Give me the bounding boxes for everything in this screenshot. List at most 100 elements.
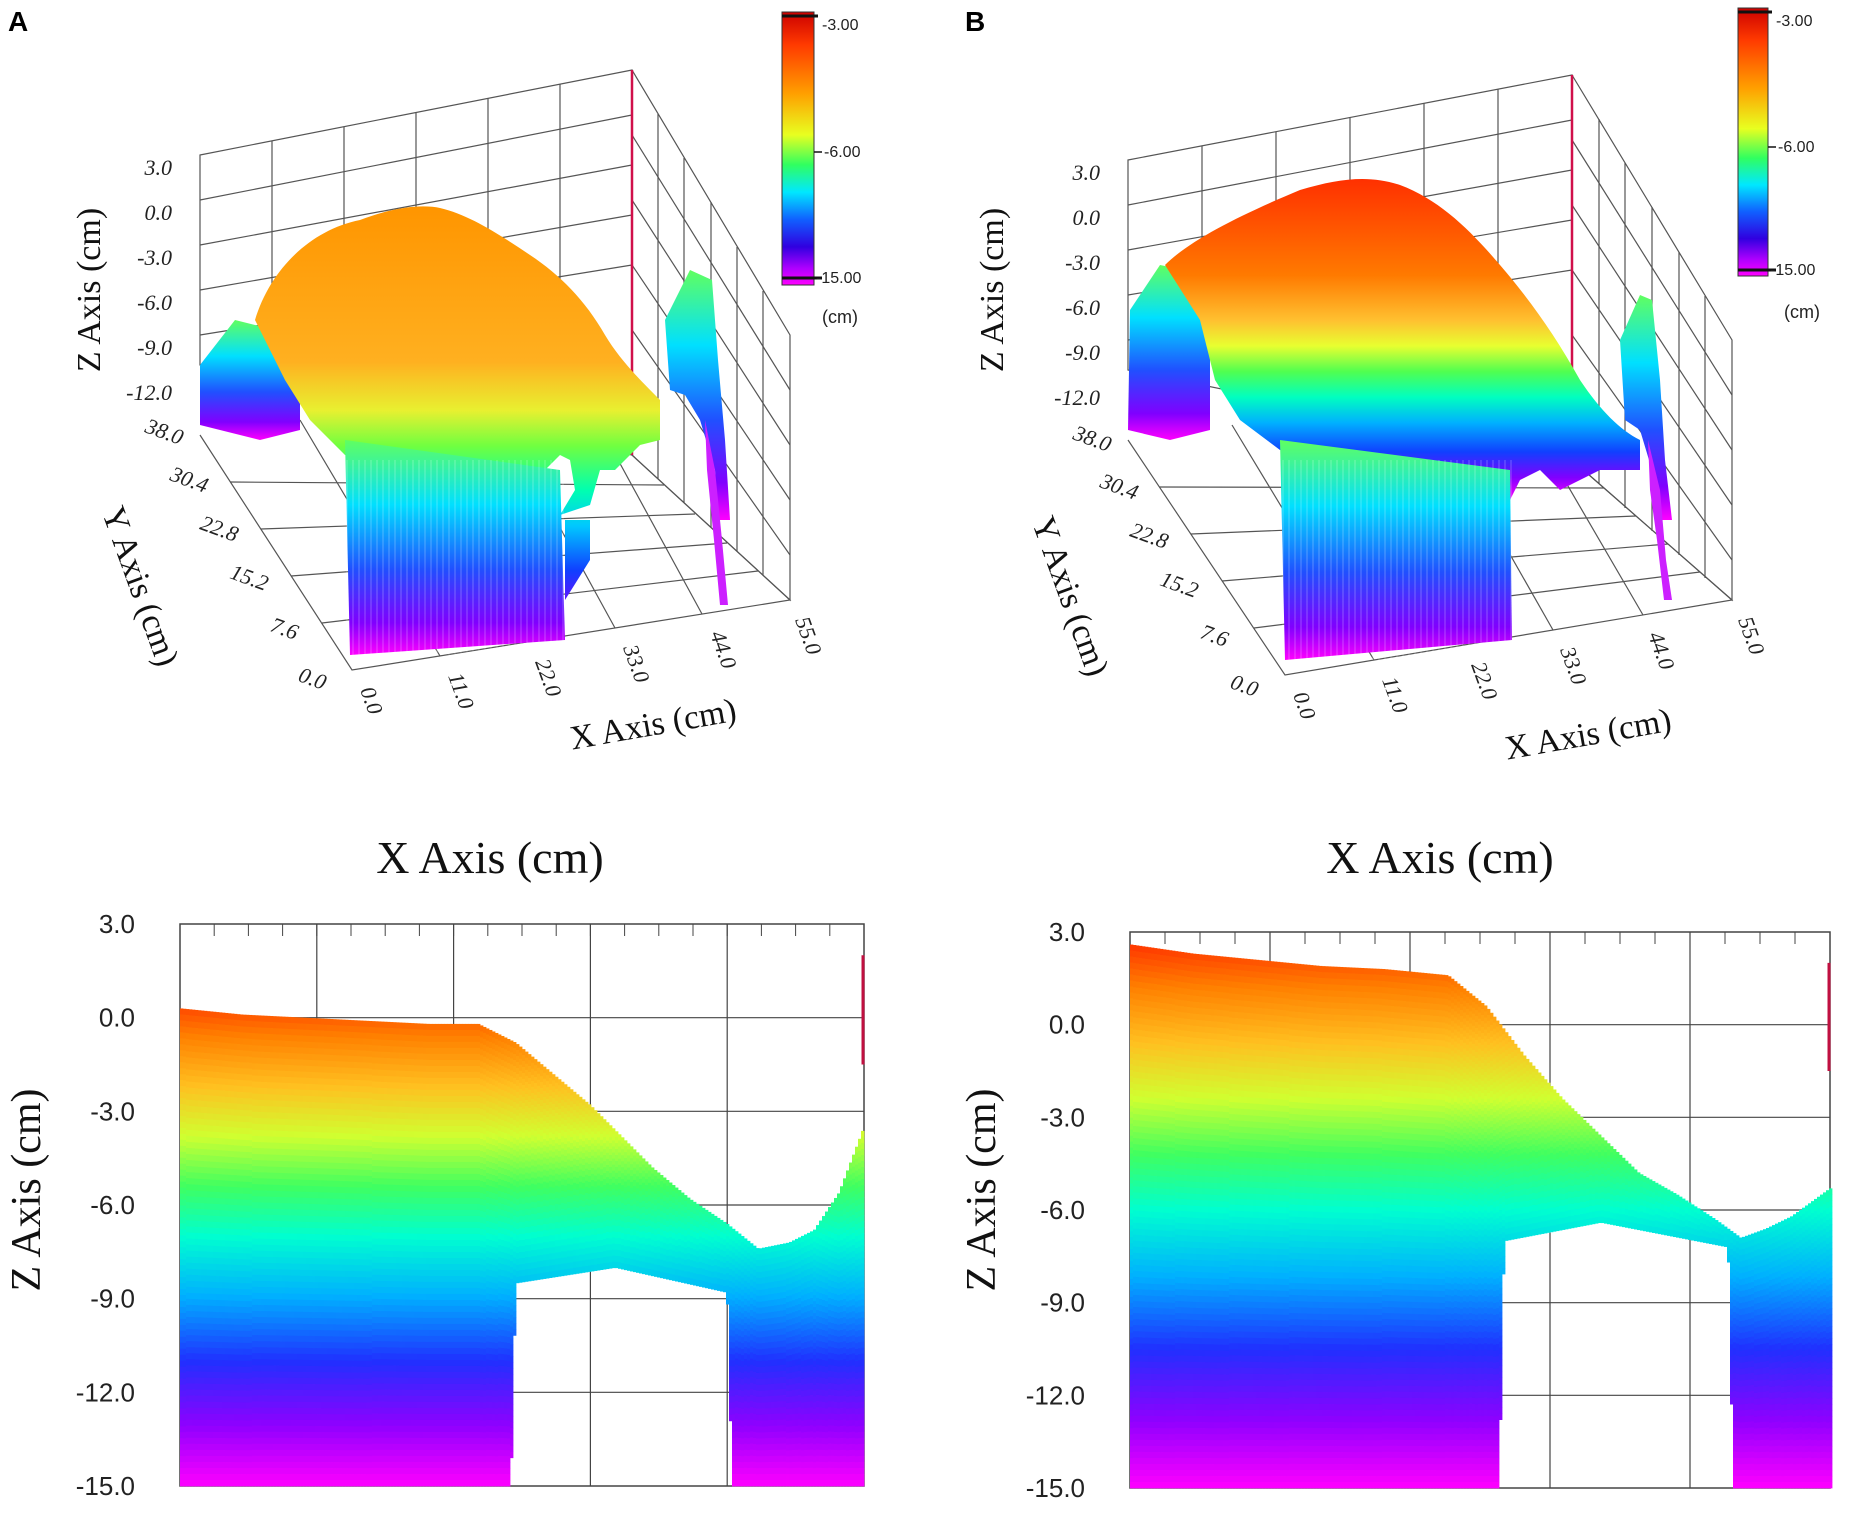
profile-area-cell	[318, 1288, 322, 1295]
profile-area-cell	[345, 1139, 349, 1146]
profile-area-cell	[225, 1474, 229, 1481]
profile-area-cell	[360, 1301, 364, 1308]
profile-area-cell	[201, 1028, 205, 1036]
profile-area-cell	[240, 1318, 244, 1326]
profile-area-cell	[198, 1215, 202, 1222]
profile-area-cell	[246, 1402, 250, 1409]
profile-area-cell	[297, 1065, 301, 1072]
profile-area-cell	[210, 1059, 214, 1066]
profile-area-cell	[327, 1354, 331, 1361]
profile-area-cell	[252, 1329, 256, 1336]
profile-area-cell	[282, 1371, 286, 1379]
profile-area-cell	[237, 1217, 241, 1224]
profile-area-cell	[342, 1264, 346, 1272]
profile-area-cell	[294, 1107, 298, 1114]
profile-area-cell	[330, 1025, 334, 1032]
profile-area-cell	[228, 1468, 232, 1475]
profile-area-cell	[258, 1262, 262, 1270]
profile-area-cell	[351, 1115, 355, 1123]
profile-area-cell	[195, 1443, 199, 1451]
profile-area-cell	[246, 1444, 250, 1451]
profile-area-cell	[204, 1383, 208, 1391]
profile-area-cell	[210, 1011, 214, 1018]
profile-area-cell	[234, 1127, 238, 1134]
profile-area-cell	[234, 1456, 238, 1463]
profile-area-cell	[267, 1112, 271, 1119]
profile-area-cell	[273, 1028, 277, 1035]
profile-area-cell	[318, 1264, 322, 1271]
profile-area-cell	[240, 1235, 244, 1242]
profile-area-cell	[345, 1252, 349, 1260]
profile-area-cell	[231, 1378, 235, 1385]
profile-area-cell	[231, 1234, 235, 1242]
profile-area-cell	[270, 1347, 274, 1354]
profile-area-cell	[339, 1456, 343, 1463]
profile-area-cell	[252, 1057, 256, 1064]
profile-area-cell	[228, 1402, 232, 1409]
profile-area-cell	[309, 1311, 313, 1319]
profile-area-cell	[189, 1117, 193, 1125]
profile-area-cell	[258, 1473, 262, 1481]
profile-area-cell	[348, 1276, 352, 1284]
profile-area-cell	[255, 1015, 259, 1022]
profile-area-cell	[192, 1196, 196, 1204]
profile-area-cell	[336, 1204, 340, 1212]
profile-area-cell	[231, 1169, 235, 1176]
profile-area-cell	[240, 1426, 244, 1433]
profile-area-cell	[324, 1270, 328, 1277]
profile-area-cell	[330, 1132, 334, 1140]
profile-area-cell	[204, 1281, 208, 1288]
profile-area-cell	[360, 1044, 364, 1051]
profile-area-cell	[252, 1117, 256, 1125]
profile-area-cell	[282, 1275, 286, 1282]
profile-area-cell	[267, 1299, 271, 1306]
profile-area-cell	[345, 1121, 349, 1128]
profile-area-cell	[309, 1173, 313, 1181]
profile-area-cell	[300, 1017, 304, 1024]
profile-area-cell	[315, 1102, 319, 1109]
profile-area-cell	[333, 1240, 337, 1248]
profile-area-cell	[318, 1042, 322, 1049]
profile-area-cell	[351, 1187, 355, 1194]
profile-area-cell	[207, 1125, 211, 1132]
profile-area-cell	[270, 1395, 274, 1403]
profile-area-cell	[201, 1401, 205, 1409]
profile-area-cell	[300, 1395, 304, 1403]
profile-area-cell	[279, 1022, 283, 1029]
profile-area-cell	[210, 1089, 214, 1096]
profile-area-cell	[270, 1076, 274, 1083]
profile-area-cell	[282, 1221, 286, 1228]
profile-area-cell	[195, 1232, 199, 1240]
profile-area-cell	[318, 1324, 322, 1331]
profile-area-cell	[255, 1437, 259, 1445]
profile-area-cell	[267, 1467, 271, 1475]
profile-area-cell	[333, 1252, 337, 1259]
profile-area-cell	[228, 1462, 232, 1469]
profile-area-cell	[267, 1166, 271, 1173]
profile-area-cell	[351, 1420, 355, 1427]
profile-area-cell	[213, 1269, 217, 1277]
profile-area-cell	[183, 1187, 187, 1195]
profile-area-cell	[297, 1353, 301, 1361]
profile-area-cell	[357, 1133, 361, 1141]
profile-area-cell	[210, 1305, 214, 1313]
profile-area-cell	[324, 1024, 328, 1032]
profile-area-cell	[285, 1046, 289, 1054]
profile-area-cell	[228, 1390, 232, 1397]
profile-area-cell	[231, 1348, 235, 1355]
profile-area-cell	[360, 1211, 364, 1218]
profile-area-cell	[267, 1413, 271, 1421]
profile-area-cell	[303, 1317, 307, 1325]
profile-area-cell	[327, 1348, 331, 1355]
profile-area-cell	[267, 1130, 271, 1137]
profile-area-cell	[294, 1149, 298, 1156]
profile-area-cell	[183, 1307, 187, 1314]
profile-area-cell	[342, 1282, 346, 1290]
profile-area-cell	[291, 1365, 295, 1373]
profile-area-cell	[285, 1437, 289, 1445]
profile-area-cell	[336, 1468, 340, 1475]
profile-area-cell	[183, 1295, 187, 1302]
profile-area-cell	[258, 1166, 262, 1173]
profile-area-cell	[216, 1120, 220, 1127]
profile-area-cell	[231, 1079, 235, 1086]
